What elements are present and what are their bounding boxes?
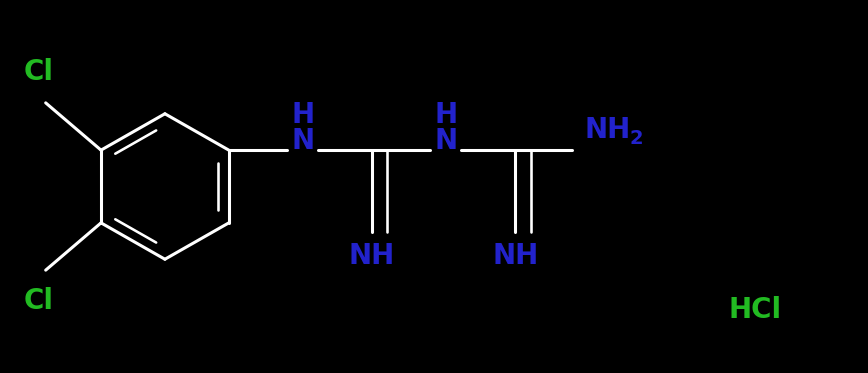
Text: Cl: Cl (23, 287, 54, 315)
Text: H: H (434, 101, 457, 129)
Text: NH: NH (349, 242, 395, 270)
Text: N: N (291, 127, 314, 155)
Text: NH: NH (492, 242, 538, 270)
Text: HCl: HCl (728, 295, 782, 324)
Text: N: N (434, 127, 457, 155)
Text: H: H (291, 101, 314, 129)
Text: Cl: Cl (23, 58, 54, 86)
Text: 2: 2 (630, 129, 643, 148)
Text: NH: NH (585, 116, 631, 144)
